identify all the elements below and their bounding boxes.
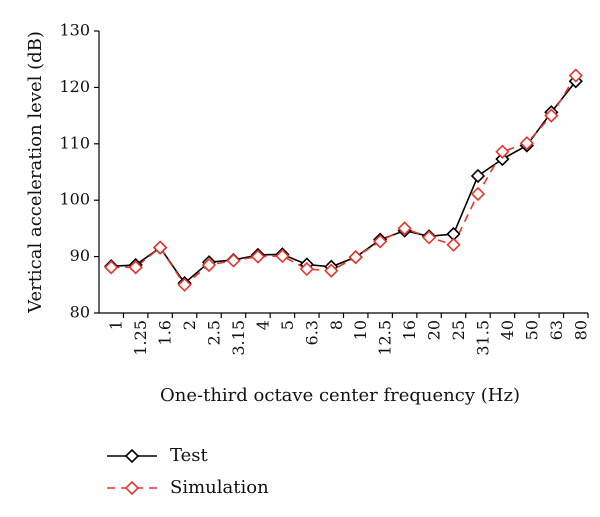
legend-swatch-test-marker	[124, 448, 140, 464]
data-point-simulation	[299, 261, 314, 277]
x-tick-label: 25	[449, 320, 468, 340]
x-tick-label: 50	[522, 320, 541, 340]
y-tick-label: 130	[59, 21, 90, 40]
x-tick-label: 10	[351, 320, 370, 340]
legend-label-test: Test	[170, 445, 208, 466]
y-tick-label: 80	[70, 303, 90, 322]
data-point-simulation	[250, 249, 266, 264]
series-line-simulation	[111, 75, 577, 286]
data-point-simulation	[495, 144, 510, 159]
data-point-simulation	[446, 237, 461, 252]
x-tick-label: 4	[253, 320, 272, 330]
data-point-simulation	[421, 230, 437, 245]
x-tick-label: 80	[571, 320, 590, 340]
data-point-simulation	[470, 186, 486, 202]
y-tick-label: 100	[59, 190, 90, 209]
x-axis-title: One-third octave center frequency (Hz)	[160, 385, 520, 406]
x-tick-label: 6.3	[302, 320, 321, 345]
x-tick-label: 12.5	[376, 320, 395, 356]
x-tick-label: 31.5	[473, 320, 492, 356]
legend-item-simulation: Simulation	[107, 477, 269, 498]
plot-area	[104, 68, 583, 292]
y-tick-label: 90	[70, 246, 90, 265]
x-tick-label: 8	[327, 320, 346, 330]
x-tick-label: 3.15	[229, 320, 248, 356]
legend-item-test: Test	[107, 445, 208, 466]
data-point-simulation	[275, 248, 290, 264]
data-point-test	[495, 151, 510, 167]
y-tick-group: 80 90 100 110 120 130	[59, 21, 99, 322]
x-tick-label: 1	[107, 320, 126, 330]
x-tick-label: 2	[180, 320, 199, 330]
y-tick-label: 120	[59, 77, 90, 96]
x-tick-label: 2.5	[205, 320, 224, 345]
data-point-simulation	[226, 253, 241, 268]
data-point-simulation	[397, 221, 412, 236]
data-point-simulation	[128, 260, 143, 275]
legend-label-simulation: Simulation	[170, 477, 269, 498]
data-point-simulation	[519, 136, 535, 151]
data-point-simulation	[104, 260, 119, 275]
data-point-simulation	[348, 250, 363, 265]
data-point-simulation	[201, 257, 217, 273]
legend: Test Simulation	[107, 445, 269, 498]
x-tick-label: 40	[498, 320, 517, 340]
y-tick-label: 110	[59, 133, 90, 152]
x-tick-label: 1.25	[131, 320, 150, 356]
y-axis: 80 90 100 110 120 130	[59, 21, 100, 322]
data-point-simulation	[152, 240, 168, 255]
x-tick-label: 5	[278, 320, 297, 330]
data-point-simulation	[373, 234, 388, 249]
x-tick-label: 20	[425, 320, 444, 340]
data-point-simulation	[177, 277, 192, 292]
legend-swatch-simulation-marker	[124, 480, 140, 496]
data-point-simulation	[544, 108, 559, 123]
series-line-test	[111, 80, 577, 285]
x-tick-group: 1 1.25 1.6 2 2.5 3.15 4 5 6.3 8 10 12.5 16 20 25 31.5 40…	[107, 313, 590, 356]
x-tick-label: 63	[547, 320, 566, 340]
x-tick-label: 1.6	[156, 320, 175, 345]
x-tick-label: 16	[400, 320, 419, 340]
data-point-simulation	[324, 263, 339, 278]
data-point-test	[470, 168, 486, 184]
data-point-simulation	[568, 68, 583, 83]
x-axis: 1 1.25 1.6 2 2.5 3.15 4 5 6.3 8 10 12.5 16 20 25 31.5 40…	[99, 312, 590, 356]
y-axis-title: Vertical acceleration level (dB)	[25, 31, 46, 314]
